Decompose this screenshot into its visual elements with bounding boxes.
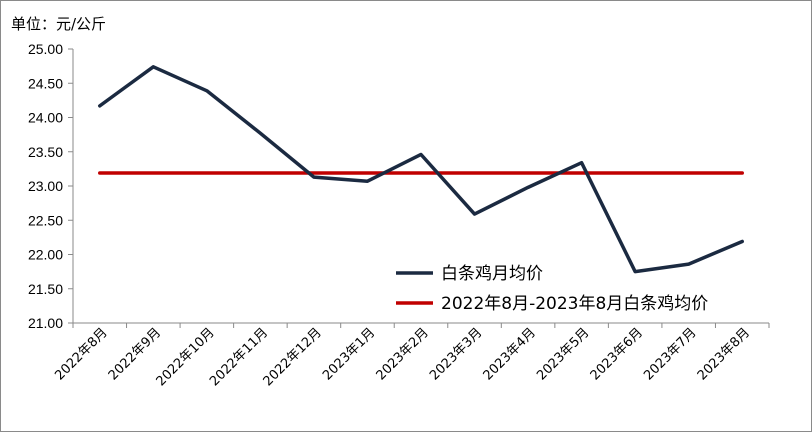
y-tick-label: 21.50 (28, 281, 63, 297)
y-tick-label: 21.00 (28, 315, 63, 331)
y-tick-label: 22.50 (28, 212, 63, 228)
unit-label: 单位：元/公斤 (11, 15, 106, 33)
x-tick-label: 2022年9月 (106, 325, 164, 383)
y-tick-label: 22.00 (28, 247, 63, 263)
axes (72, 49, 769, 324)
x-tick-label: 2023年4月 (481, 325, 539, 383)
series-line-monthly (98, 65, 744, 274)
y-tick-label: 23.50 (28, 144, 63, 160)
x-tick-label: 2022年12月 (261, 325, 325, 389)
x-tick-label: 2023年8月 (695, 325, 753, 383)
x-tick-label: 2023年6月 (588, 325, 646, 383)
series-lines (98, 65, 744, 274)
x-tick-label: 2023年1月 (320, 325, 378, 383)
y-axis-ticks: 21.00 21.50 22.00 22.50 23.00 23.50 24.00 24.50… (28, 41, 73, 331)
x-tick-label: 2023年5月 (534, 325, 592, 383)
y-tick-label: 25.00 (28, 41, 63, 57)
x-tick-label: 2023年7月 (641, 325, 699, 383)
y-tick-label: 24.50 (28, 75, 63, 91)
x-tick-label: 2023年2月 (374, 325, 432, 383)
y-tick-label: 23.00 (28, 178, 63, 194)
y-tick-label: 24.00 (28, 110, 63, 126)
legend-label: 白条鸡月均价 (441, 264, 543, 284)
x-tick-label: 2022年8月 (52, 325, 110, 383)
x-tick-label: 2023年3月 (427, 325, 485, 383)
legend: 白条鸡月均价 2022年8月-2023年8月白条鸡均价 (396, 264, 708, 314)
legend-label: 2022年8月-2023年8月白条鸡均价 (441, 294, 708, 314)
x-axis-ticks: 2022年8月2022年9月2022年10月2022年11月2022年12月20… (52, 323, 770, 389)
